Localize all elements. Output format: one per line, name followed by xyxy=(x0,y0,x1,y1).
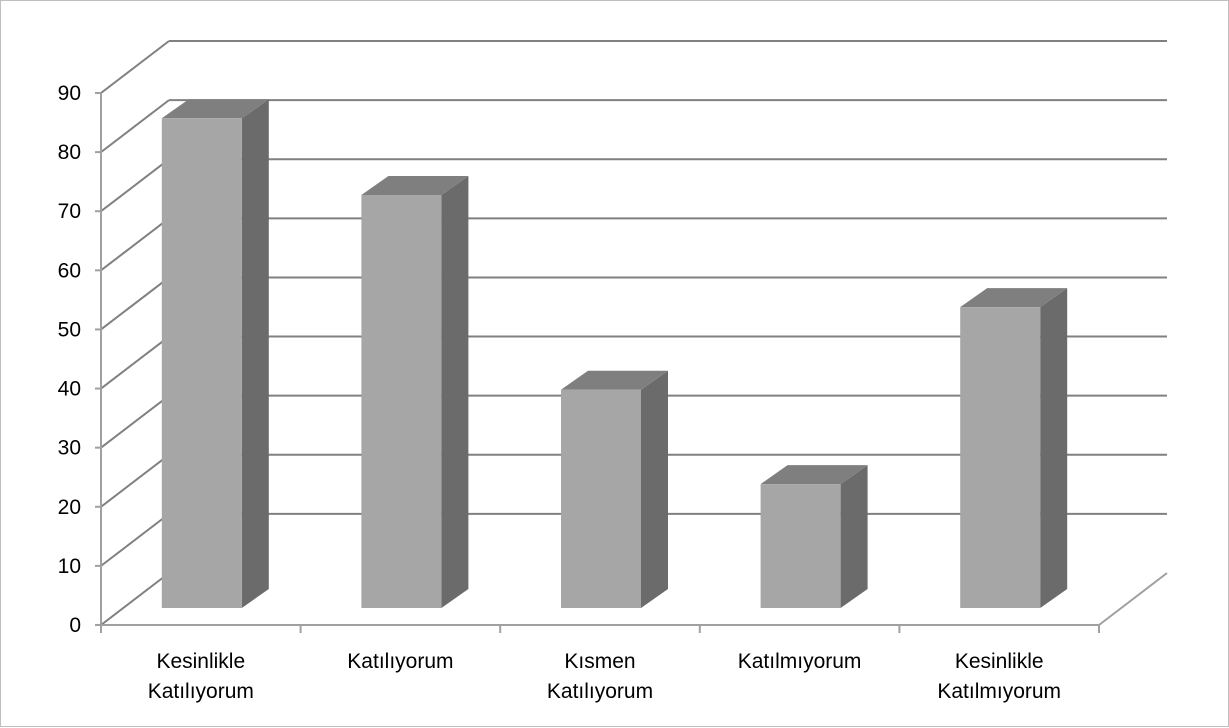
bar-top xyxy=(561,370,668,390)
y-tick-label: 20 xyxy=(58,496,81,519)
bar-top xyxy=(361,176,469,195)
bar-front xyxy=(361,195,442,608)
gridline-side xyxy=(100,394,170,449)
floor-edge xyxy=(1098,572,1168,626)
x-category-label: Kısmen Katılıyorum xyxy=(547,650,653,703)
gridline-side xyxy=(100,453,170,508)
y-tick-label: 90 xyxy=(58,82,81,105)
bar-front xyxy=(161,118,242,609)
y-tick-label: 30 xyxy=(58,437,81,460)
y-tick-label: 40 xyxy=(58,378,81,401)
y-axis-tick-labels: 0 10 20 30 40 50 60 70 80 90 xyxy=(58,82,81,637)
x-category-label: Katılmıyorum xyxy=(738,650,862,673)
bars xyxy=(161,99,1068,609)
bar-top xyxy=(161,99,269,119)
bar-side xyxy=(1040,288,1068,608)
y-tick-label: 60 xyxy=(58,259,81,282)
bar-side xyxy=(840,465,868,608)
bar-top xyxy=(760,465,868,485)
bar-front xyxy=(760,484,841,608)
gridline-side xyxy=(100,158,170,213)
y-tick-label: 70 xyxy=(58,200,81,223)
y-tick-label: 80 xyxy=(58,141,81,164)
bar xyxy=(161,99,269,609)
y-tick-label: 50 xyxy=(58,318,81,341)
bar-side xyxy=(441,176,469,608)
x-category-label: Kesinlikle Katılıyorum xyxy=(148,650,254,703)
y-tick-label: 0 xyxy=(69,614,81,637)
bar-front xyxy=(960,307,1041,608)
bar xyxy=(361,176,469,608)
x-category-label: Katılıyorum xyxy=(347,650,453,673)
gridline-side xyxy=(100,335,170,390)
gridline-side xyxy=(100,217,170,272)
x-category-label: Kesinlikle Katılmıyorum xyxy=(937,650,1061,703)
x-axis-category-labels: Kesinlikle Katılıyorum Katılıyorum Kısmen Ka… xyxy=(148,650,1061,703)
y-tick-label: 10 xyxy=(58,555,81,578)
bar-front xyxy=(561,389,641,608)
bar-side xyxy=(241,99,269,609)
gridline-side xyxy=(100,572,170,626)
bar xyxy=(760,465,868,608)
gridline-side xyxy=(100,99,170,153)
gridline-side xyxy=(100,513,170,567)
gridline-side xyxy=(100,40,170,94)
bar-top xyxy=(960,288,1068,308)
bar-side xyxy=(641,370,668,608)
axes xyxy=(95,92,1168,633)
bar xyxy=(561,370,668,608)
gridline-side xyxy=(100,276,170,331)
bar xyxy=(960,288,1068,608)
